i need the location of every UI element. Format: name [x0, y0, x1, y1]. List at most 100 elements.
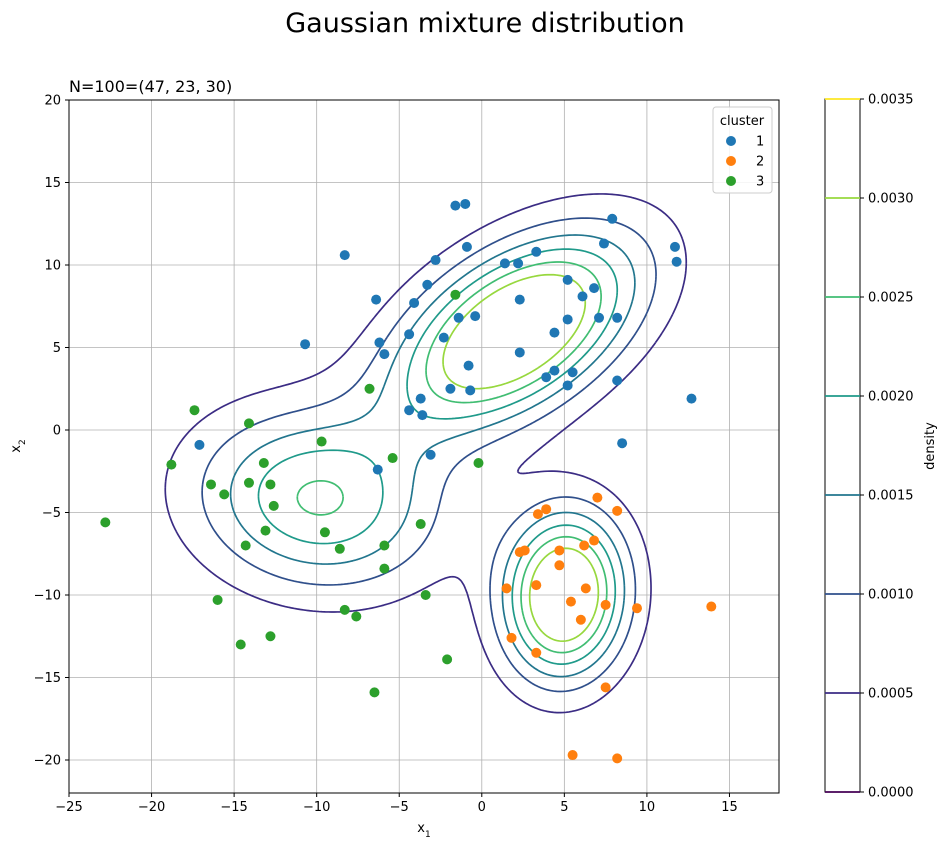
point-cluster-3: [243, 477, 254, 488]
legend: cluster 1 2 3: [712, 106, 773, 194]
point-cluster-3: [258, 458, 269, 468]
point-cluster-1: [300, 339, 311, 350]
point-cluster-3: [316, 436, 327, 447]
point-cluster-3: [473, 458, 484, 468]
point-cluster-3: [268, 500, 279, 511]
colorbar-tick-label: 0.0015: [868, 489, 914, 504]
point-cluster-3: [379, 540, 390, 551]
x-tick-label: −5: [390, 800, 409, 815]
point-cluster-3: [351, 611, 362, 622]
point-cluster-1: [612, 375, 623, 386]
point-cluster-1: [686, 393, 697, 404]
point-cluster-1: [470, 311, 481, 322]
point-cluster-1: [372, 464, 383, 475]
point-cluster-1: [417, 410, 428, 421]
plot-frame: [68, 99, 780, 794]
y-tick-label: −5: [42, 506, 61, 521]
point-cluster-1: [549, 365, 560, 376]
point-cluster-3: [319, 527, 330, 538]
chart-subtitle: N=100=(47, 23, 30): [69, 77, 232, 96]
point-cluster-2: [532, 509, 543, 520]
legend-marker-1: [726, 136, 736, 146]
y-tick-label: −20: [34, 754, 61, 769]
point-cluster-1: [460, 198, 471, 209]
x-tick-label: 15: [721, 800, 738, 815]
density-contours: [164, 193, 688, 714]
point-cluster-2: [554, 560, 565, 571]
point-cluster-2: [612, 753, 623, 764]
x-tick-label: −20: [138, 800, 165, 815]
point-cluster-1: [562, 314, 573, 325]
contour-level-0.0020: [257, 248, 619, 665]
point-cluster-3: [243, 418, 254, 429]
point-cluster-1: [513, 258, 524, 269]
point-cluster-1: [562, 274, 573, 285]
x-tick-label: −25: [55, 800, 82, 815]
point-cluster-3: [379, 563, 390, 574]
point-cluster-1: [514, 294, 525, 305]
y-tick-label: 10: [44, 259, 61, 274]
legend-box: [712, 106, 773, 194]
point-cluster-3: [339, 604, 350, 615]
x-tick-label: −15: [220, 800, 247, 815]
point-cluster-1: [671, 256, 682, 267]
x-axis-label: x1: [417, 821, 430, 840]
x-tick-label: −10: [303, 800, 330, 815]
point-cluster-1: [589, 283, 600, 294]
point-cluster-1: [541, 372, 552, 383]
point-cluster-3: [450, 289, 461, 300]
colorbar-tick-label: 0.0035: [868, 93, 914, 108]
contour-level-0.0030: [442, 273, 600, 643]
axis-ticks: −25 −20 −15 −10 −5 0 5 10 15 −20 −15 −10 −5 0 5 10 15 20: [34, 94, 738, 816]
y-tick-label: 15: [44, 176, 61, 191]
point-cluster-2: [706, 601, 717, 612]
point-cluster-1: [594, 312, 605, 323]
point-cluster-3: [387, 453, 398, 464]
colorbar-frame: [824, 98, 861, 793]
point-cluster-1: [425, 449, 436, 460]
point-cluster-1: [404, 329, 415, 340]
point-cluster-1: [194, 439, 205, 450]
point-cluster-2: [589, 535, 600, 546]
point-cluster-2: [567, 750, 578, 761]
x-tick-label: 5: [560, 800, 568, 815]
colorbar-tick-label: 0.0000: [868, 786, 914, 801]
legend-label-3: 3: [756, 175, 764, 190]
point-cluster-3: [415, 519, 426, 530]
point-cluster-1: [415, 393, 426, 404]
contour-level-0.0025: [296, 261, 608, 654]
point-cluster-1: [607, 213, 618, 224]
x-tick-label: 10: [639, 800, 656, 815]
point-cluster-3: [240, 540, 251, 551]
colorbar-tick-label: 0.0005: [868, 687, 914, 702]
point-cluster-2: [612, 505, 623, 516]
point-cluster-1: [567, 367, 578, 378]
point-cluster-3: [420, 590, 431, 600]
point-cluster-1: [409, 297, 420, 308]
y-tick-label: 20: [44, 94, 61, 109]
point-cluster-2: [531, 580, 542, 591]
point-cluster-1: [669, 241, 680, 252]
point-cluster-1: [514, 347, 525, 358]
point-cluster-1: [531, 246, 542, 257]
point-cluster-1: [465, 385, 476, 396]
point-cluster-3: [260, 525, 271, 536]
point-cluster-1: [499, 258, 510, 269]
y-tick-label: 0: [53, 424, 61, 439]
legend-title: cluster: [720, 114, 765, 129]
point-cluster-1: [404, 405, 415, 416]
point-cluster-1: [379, 349, 390, 360]
point-cluster-3: [334, 543, 345, 554]
colorbar-tick-label: 0.0020: [868, 390, 914, 405]
contour-level-0.0005: [164, 193, 688, 714]
point-cluster-2: [501, 583, 512, 594]
point-cluster-1: [577, 291, 588, 302]
scatter-points: [100, 198, 717, 764]
colorbar-label: density: [923, 422, 938, 470]
point-cluster-1: [461, 241, 472, 252]
legend-marker-3: [726, 176, 736, 186]
point-cluster-1: [438, 332, 449, 343]
point-cluster-1: [422, 279, 433, 290]
point-cluster-3: [265, 479, 276, 490]
